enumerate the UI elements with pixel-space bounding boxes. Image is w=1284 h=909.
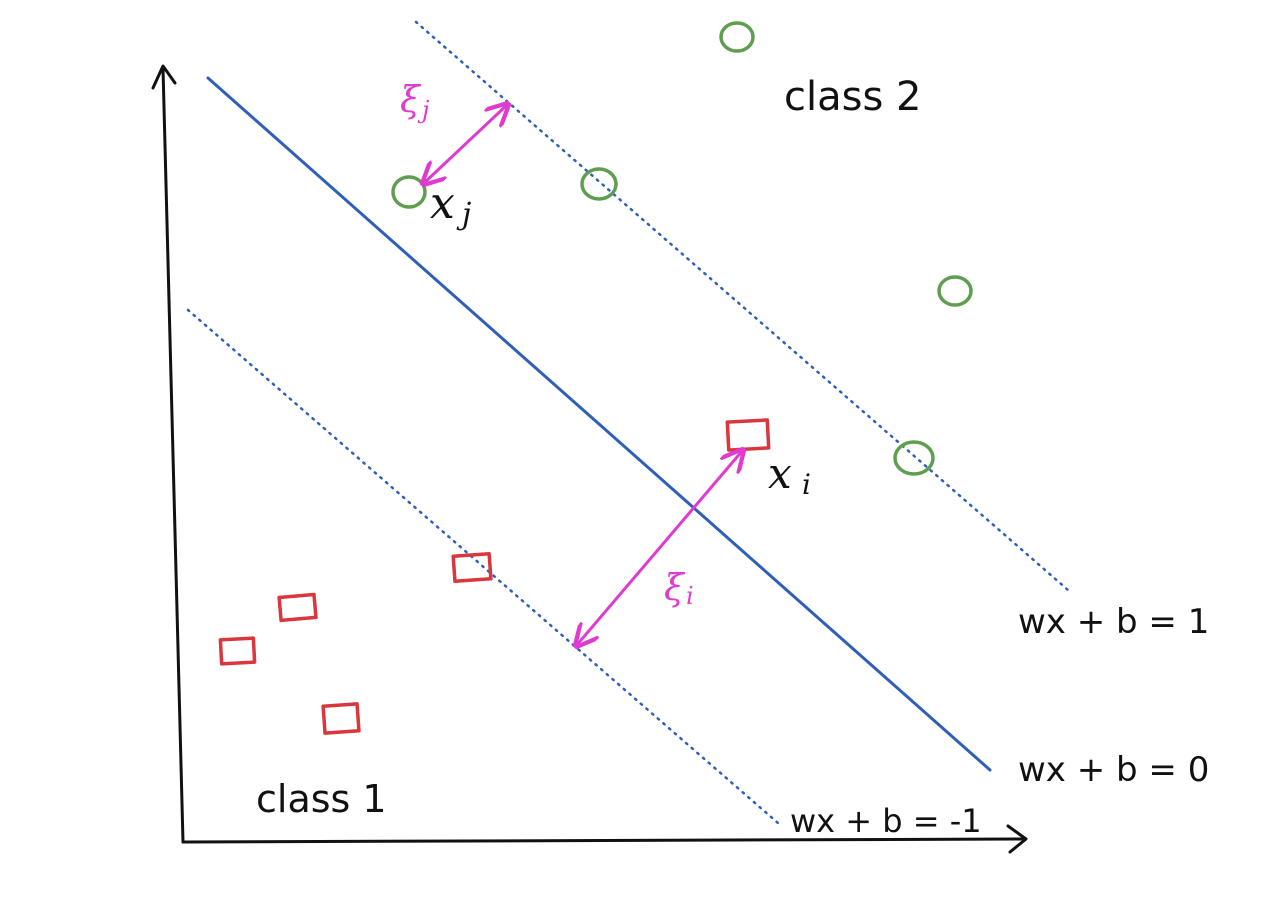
class-1-point (277, 592, 318, 623)
margin-line-positive (414, 20, 1070, 592)
class-1-point (321, 702, 361, 735)
class-1-point-xi (725, 418, 771, 452)
slack-label-j: ξ j (400, 80, 430, 124)
slack-label-i-main: ξ (664, 568, 686, 609)
hyperplane-label-positive: wx + b = 1 (1018, 602, 1209, 642)
y-axis (161, 66, 185, 844)
class-1-points (218, 418, 771, 735)
class-2-point (937, 275, 973, 307)
point-label-xi-main: x (768, 449, 792, 498)
x-axis (181, 837, 1024, 844)
class-1-point (451, 552, 493, 583)
class-2-point (580, 167, 618, 201)
slack-arrow-i (576, 450, 743, 646)
class-2-point (893, 440, 935, 476)
slack-label-i-sub: i (686, 582, 694, 610)
class-2-label: class 2 (784, 74, 921, 120)
point-label-xi-sub: i (802, 468, 811, 501)
slack-arrow-j (423, 104, 508, 184)
axes (151, 64, 1028, 854)
y-axis-arrowhead (151, 64, 177, 90)
point-label-xj: x j (430, 178, 471, 232)
hyperplane-label-negative: wx + b = -1 (790, 802, 982, 840)
decision-boundary (206, 76, 992, 772)
point-label-xi: x i (768, 449, 811, 501)
class-2-points (391, 21, 973, 476)
margin-line-negative (186, 308, 780, 825)
slack-label-j-main: ξ (400, 80, 422, 121)
hyperplane-label-zero: wx + b = 0 (1018, 750, 1209, 790)
point-label-xj-sub: j (456, 197, 471, 232)
point-label-xj-main: x (430, 178, 455, 229)
x-axis-arrowhead (1006, 824, 1028, 854)
slack-label-i: ξ i (664, 568, 694, 610)
class-1-label: class 1 (256, 777, 387, 821)
class-1-point (218, 636, 257, 666)
class-2-point-xj (391, 175, 427, 209)
class-2-point (719, 21, 755, 53)
